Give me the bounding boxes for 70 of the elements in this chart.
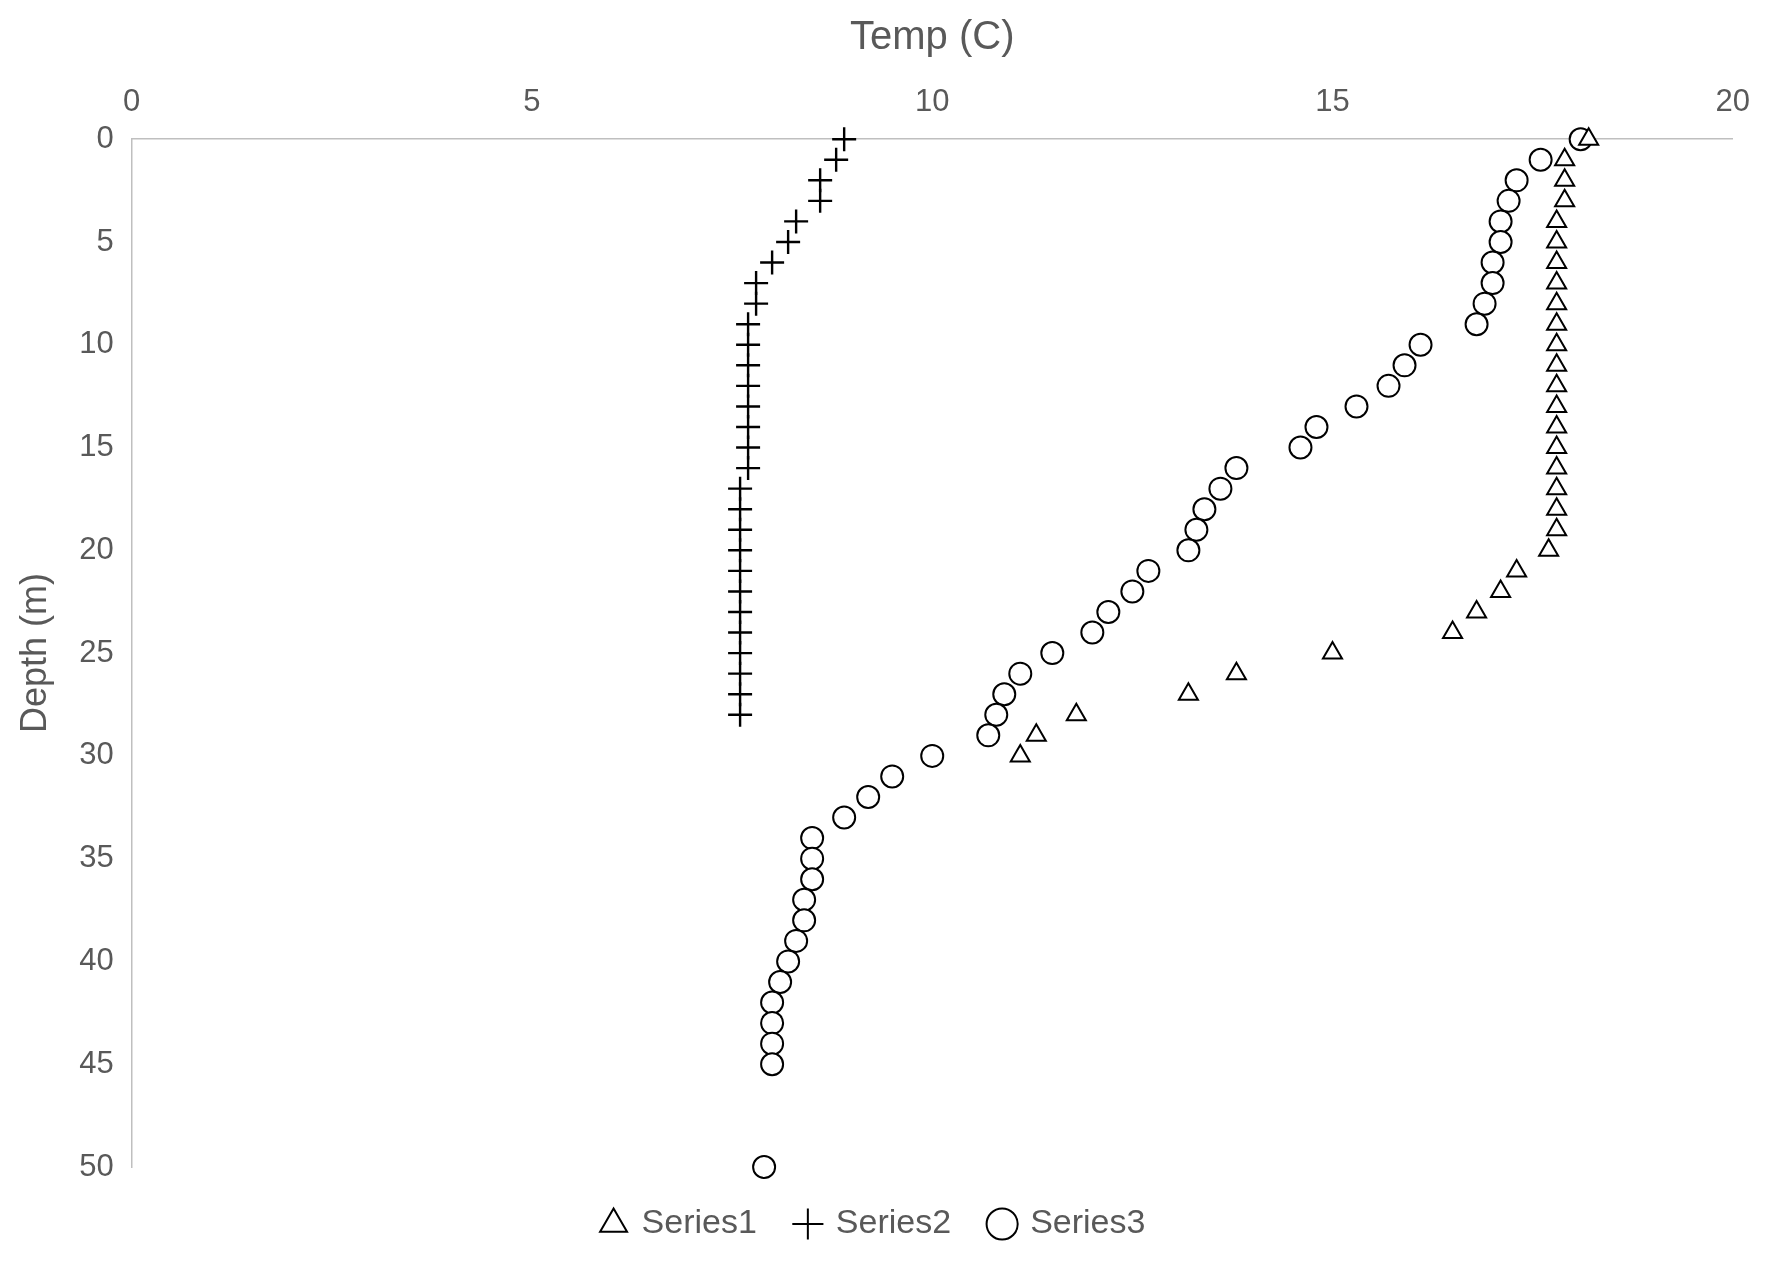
legend-label: Series1	[641, 1202, 757, 1241]
point	[1480, 250, 1505, 275]
x-tick-label: 5	[523, 83, 541, 119]
y-axis-title: Depth (m)	[12, 573, 54, 734]
y-tick-label: 10	[79, 325, 114, 361]
point	[1208, 476, 1233, 501]
y-tick-label: 40	[79, 941, 114, 977]
point	[800, 826, 825, 851]
legend-label: Series3	[1030, 1202, 1146, 1241]
point	[920, 743, 945, 768]
point	[1176, 538, 1201, 563]
y-tick-label: 5	[96, 222, 114, 258]
point	[992, 682, 1017, 707]
point	[1096, 599, 1121, 624]
point	[976, 723, 1001, 748]
x-tick-label: 10	[914, 83, 950, 119]
point	[1376, 373, 1401, 398]
point	[776, 949, 801, 974]
point	[1224, 456, 1249, 481]
y-tick-label: 15	[79, 428, 114, 464]
point	[1080, 620, 1105, 645]
point	[1288, 435, 1313, 460]
point	[1488, 209, 1513, 234]
point	[832, 805, 857, 830]
point	[1496, 188, 1521, 213]
point	[880, 764, 905, 789]
y-tick-label: 35	[79, 839, 114, 875]
point	[1136, 558, 1161, 583]
y-tick-label: 20	[79, 530, 114, 566]
y-tick-label: 30	[79, 736, 114, 772]
point	[760, 990, 785, 1015]
x-axis-title: Temp (C)	[849, 13, 1015, 58]
point	[800, 846, 825, 871]
x-tick-label: 15	[1315, 83, 1350, 119]
point	[984, 702, 1009, 727]
point	[1344, 394, 1369, 419]
point	[760, 250, 785, 275]
point	[760, 1052, 785, 1077]
point	[792, 887, 817, 912]
x-tick-label: 20	[1715, 83, 1750, 119]
point	[784, 209, 809, 234]
point	[1192, 497, 1217, 522]
point	[1392, 353, 1417, 378]
point	[760, 1011, 785, 1036]
point	[1504, 168, 1529, 193]
y-tick-label: 45	[79, 1044, 114, 1080]
point	[1480, 271, 1505, 296]
point	[1008, 661, 1033, 686]
point	[800, 867, 825, 892]
point	[1464, 312, 1489, 337]
point	[1184, 517, 1209, 542]
point	[784, 928, 809, 953]
point	[1408, 332, 1433, 357]
point	[1488, 229, 1513, 254]
point	[856, 784, 881, 809]
point	[744, 291, 769, 316]
y-tick-label: 50	[79, 1147, 114, 1183]
point	[1040, 641, 1065, 666]
point	[792, 908, 817, 933]
point	[760, 1031, 785, 1056]
point	[1472, 291, 1497, 316]
x-tick-label: 0	[123, 83, 141, 119]
point	[1528, 147, 1553, 172]
point	[768, 970, 793, 994]
y-tick-label: 0	[96, 119, 114, 155]
point	[1120, 579, 1145, 604]
point	[1304, 414, 1329, 439]
legend-label: Series2	[835, 1202, 952, 1241]
y-tick-label: 25	[79, 633, 114, 669]
point	[752, 1155, 777, 1179]
